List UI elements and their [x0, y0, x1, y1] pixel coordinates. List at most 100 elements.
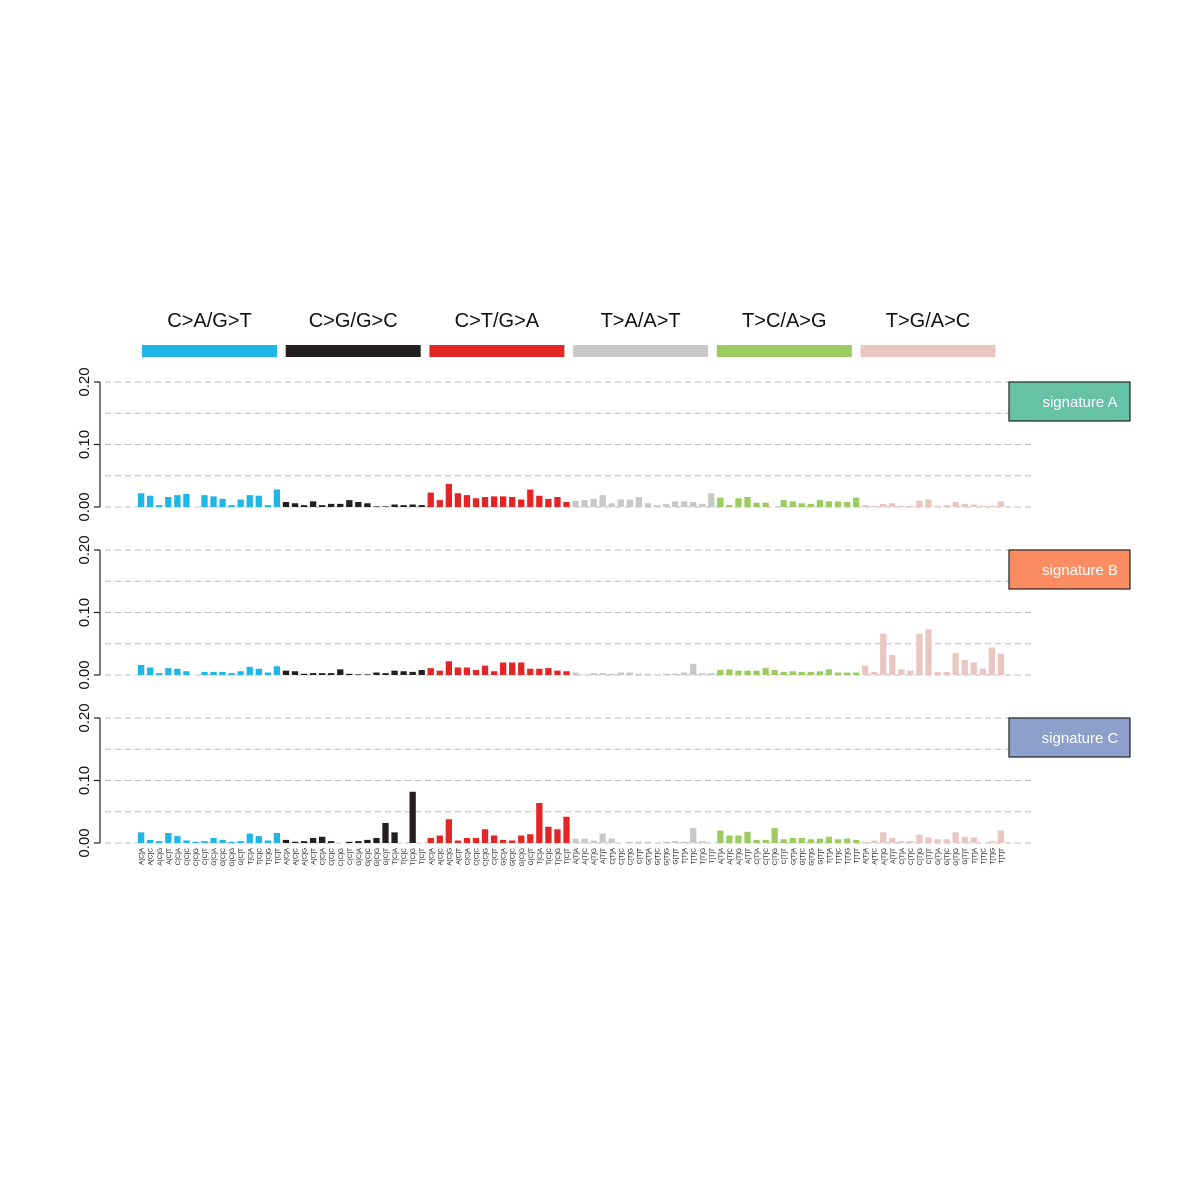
- bar: [907, 506, 913, 507]
- bar: [934, 506, 940, 507]
- bar: [328, 841, 334, 843]
- context-tick-label: A[C]A: [428, 847, 435, 865]
- context-tick-label: A[C]C: [293, 848, 300, 866]
- mutation-class-label: T>A/A>T: [601, 310, 681, 332]
- context-tick-label: C[C]C: [184, 848, 191, 866]
- mutation-class-label: C>G/G>C: [309, 310, 398, 332]
- bar: [518, 500, 524, 508]
- bar: [998, 654, 1004, 675]
- bar: [229, 842, 235, 843]
- bar: [373, 673, 379, 676]
- bar: [328, 673, 334, 675]
- bar: [636, 497, 642, 507]
- bar: [753, 671, 759, 675]
- bar: [174, 836, 180, 843]
- bar: [672, 501, 678, 507]
- context-tick-label: T[C]G: [410, 848, 417, 865]
- context-tick-label: A[T]T: [890, 848, 897, 864]
- bar: [509, 663, 515, 676]
- bar: [907, 671, 913, 675]
- bar: [156, 673, 162, 675]
- bar: [971, 663, 977, 676]
- bar: [256, 669, 262, 675]
- bar: [554, 829, 560, 843]
- bar: [817, 500, 823, 507]
- bar: [283, 840, 289, 843]
- bar: [410, 505, 416, 508]
- y-tick-label: 0.10: [76, 766, 93, 795]
- bar: [953, 832, 959, 843]
- mutation-class-strip: [573, 345, 708, 357]
- bar: [690, 828, 696, 843]
- bar: [201, 495, 207, 507]
- context-tick-label: G[T]T: [817, 848, 824, 865]
- context-tick-label: C[C]C: [329, 848, 336, 866]
- bar: [229, 505, 235, 507]
- bar: [156, 841, 162, 843]
- bar: [554, 671, 560, 675]
- context-tick-label: A[C]G: [157, 848, 164, 866]
- bar: [210, 672, 216, 675]
- bar: [581, 674, 587, 675]
- bar: [744, 671, 750, 675]
- bar: [247, 495, 253, 507]
- bar: [835, 673, 841, 676]
- context-tick-label: G[C]G: [374, 848, 381, 866]
- bar: [147, 668, 153, 676]
- bar: [762, 668, 768, 675]
- bar: [916, 634, 922, 675]
- bar: [274, 666, 280, 675]
- bar: [826, 837, 832, 843]
- context-tick-label: A[T]T: [600, 848, 607, 864]
- bar: [853, 673, 859, 676]
- context-tick-label: G[C]C: [365, 848, 372, 866]
- bar: [916, 501, 922, 507]
- bar: [464, 838, 470, 843]
- bar: [210, 838, 216, 843]
- bar: [410, 792, 416, 843]
- bar: [916, 835, 922, 843]
- context-tick-labels: A[C]A A[C]C A[C]G A[C]T C[C]A C[C]C C[C]G C[C]T…: [139, 847, 1006, 866]
- bar: [545, 668, 551, 675]
- context-tick-label: G[C]T: [528, 848, 535, 865]
- bar: [247, 834, 253, 843]
- bar: [889, 838, 895, 843]
- bar: [600, 834, 606, 843]
- context-tick-label: T[C]C: [256, 848, 263, 865]
- bar: [247, 667, 253, 675]
- context-tick-label: A[T]C: [582, 848, 589, 865]
- bar: [563, 671, 569, 675]
- bar: [898, 669, 904, 675]
- context-tick-label: A[T]C: [727, 848, 734, 865]
- context-tick-label: C[T]C: [908, 848, 915, 865]
- bar: [337, 504, 343, 507]
- bar: [790, 838, 796, 843]
- bar: [283, 671, 289, 675]
- context-tick-label: A[T]G: [736, 848, 743, 865]
- context-tick-label: T[T]A: [826, 847, 833, 864]
- bar: [500, 840, 506, 843]
- context-tick-label: G[T]A: [935, 847, 942, 865]
- signature-label: signature C: [1042, 730, 1119, 747]
- bar: [319, 505, 325, 507]
- context-tick-label: A[C]G: [446, 848, 453, 866]
- context-tick-label: G[T]T: [673, 848, 680, 865]
- y-tick-label: 0.00: [76, 828, 93, 857]
- bar: [265, 673, 271, 676]
- bar: [292, 671, 298, 675]
- bar: [799, 503, 805, 507]
- bar: [147, 496, 153, 507]
- bar: [817, 671, 823, 675]
- mutation-class-label: C>A/G>T: [167, 310, 251, 332]
- bar: [989, 648, 995, 676]
- bar: [871, 672, 877, 675]
- bar: [654, 674, 660, 675]
- bar: [708, 493, 714, 507]
- bar: [880, 504, 886, 507]
- context-tick-label: G[C]A: [211, 847, 218, 865]
- context-tick-label: T[T]A: [971, 847, 978, 864]
- bar: [962, 837, 968, 843]
- bar: [772, 670, 778, 675]
- context-tick-label: G[C]T: [383, 848, 390, 865]
